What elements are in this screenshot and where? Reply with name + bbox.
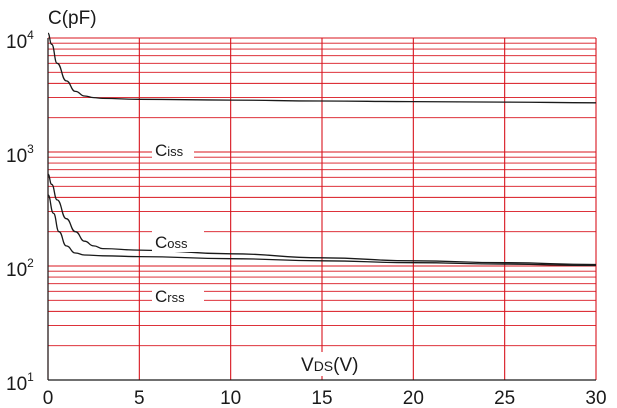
y-tick-labels: 101 102 103 104	[6, 28, 34, 395]
x-axis-label: VDS(V)	[298, 352, 358, 376]
series-label-coss: Coss	[152, 230, 204, 252]
x-tick-label-5: 25	[494, 388, 515, 408]
y-axis-label: C(pF)	[48, 8, 97, 29]
svg-text:Crss: Crss	[155, 287, 185, 306]
x-tick-label-4: 20	[403, 388, 424, 408]
y-tick-label-2: 103	[6, 142, 34, 167]
x-tick-label-0: 0	[43, 388, 54, 408]
svg-text:VDS(V): VDS(V)	[301, 355, 358, 376]
x-tick-labels: 0 5 10 15 20 25 30	[43, 388, 607, 408]
series-curves	[47, 32, 597, 267]
y-tick-label-1: 102	[6, 256, 34, 281]
grid	[47, 37, 597, 381]
x-tick-label-6: 30	[585, 388, 606, 408]
x-tick-label-2: 10	[220, 388, 241, 408]
curve-crss	[47, 194, 597, 267]
svg-text:Coss: Coss	[155, 233, 188, 252]
y-tick-label-3: 104	[6, 28, 34, 53]
x-tick-label-3: 15	[311, 388, 332, 408]
curve-coss	[47, 173, 597, 266]
y-tick-label-0: 101	[6, 370, 34, 395]
svg-text:Ciss: Ciss	[155, 141, 184, 160]
x-tick-label-1: 5	[134, 388, 145, 408]
series-label-crss: Crss	[152, 285, 204, 307]
curve-ciss	[47, 32, 597, 104]
series-label-ciss: Ciss	[152, 138, 194, 160]
